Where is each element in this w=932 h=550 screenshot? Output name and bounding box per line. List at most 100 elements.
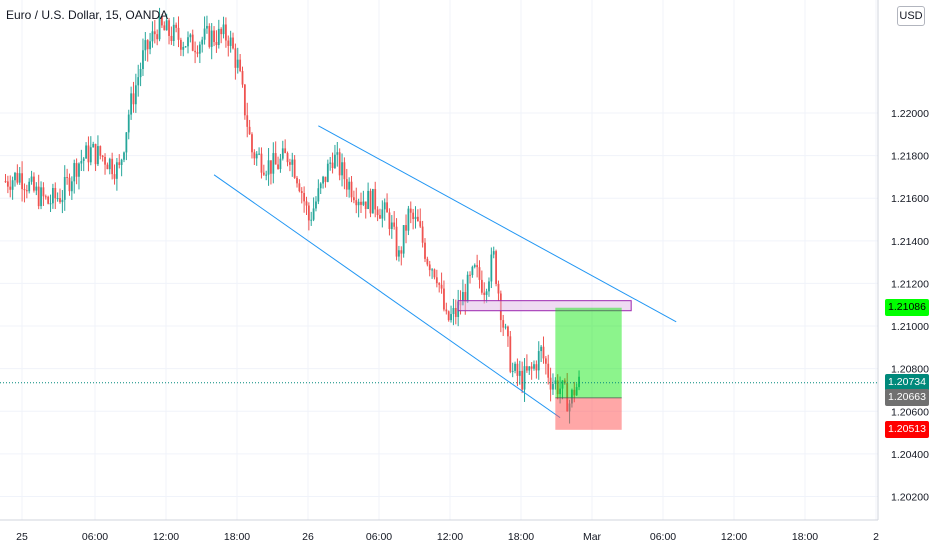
candle-body — [134, 85, 137, 105]
candle-body — [52, 188, 54, 204]
candle-body — [265, 174, 268, 176]
candle-body — [289, 162, 291, 165]
candle-body — [485, 291, 488, 295]
candle-body — [329, 162, 332, 164]
x-tick-label: 25 — [16, 531, 28, 543]
candle-body — [504, 326, 507, 328]
candle-body — [246, 115, 249, 127]
candle-body — [424, 242, 426, 259]
candle-body — [118, 162, 121, 165]
candle-body — [450, 314, 452, 321]
candle-body — [253, 152, 256, 159]
candle-body — [511, 370, 514, 372]
candle-body — [530, 366, 533, 369]
candle-body — [177, 27, 180, 40]
candle-body — [113, 174, 116, 179]
candle-body — [488, 281, 490, 292]
candle-body — [526, 366, 528, 371]
candle-body — [400, 250, 403, 254]
candle-body — [419, 221, 422, 227]
candle-body — [213, 30, 215, 43]
x-tick-label: 2 — [873, 531, 879, 543]
candle-body — [6, 181, 9, 187]
candle-body — [352, 197, 355, 201]
y-tick-label: 1.20400 — [891, 449, 929, 461]
y-tick-label: 1.21800 — [891, 151, 929, 163]
x-tick-label: 06:00 — [650, 531, 676, 543]
candle-body — [405, 225, 407, 231]
candle-body — [371, 189, 374, 214]
candle-body — [300, 191, 303, 193]
stop-price-badge: 1.20513 — [885, 421, 929, 439]
candle-body — [291, 159, 294, 165]
candle-body — [198, 44, 201, 54]
y-tick-label: 1.21000 — [891, 321, 929, 333]
candle-body — [348, 181, 351, 190]
y-tick-label: 1.20200 — [891, 491, 929, 503]
candle-body — [464, 292, 467, 303]
candle-body — [222, 24, 225, 35]
candle-body — [350, 181, 353, 198]
candle-body — [407, 208, 410, 231]
candle-body — [241, 71, 244, 85]
candle-body — [319, 183, 322, 189]
candle-body — [239, 59, 242, 72]
candle-body — [312, 208, 315, 220]
resistance-zone — [457, 300, 632, 312]
candle-body — [255, 153, 258, 159]
candle-body — [146, 40, 149, 50]
candle-body — [229, 37, 232, 46]
candle-body — [243, 84, 246, 116]
y-tick-label: 1.20800 — [891, 364, 929, 376]
candle-body — [248, 126, 251, 135]
candle-body — [478, 267, 481, 280]
candle-body — [68, 177, 71, 192]
candle-body — [514, 363, 516, 371]
candle-body — [215, 42, 218, 46]
candle-body — [4, 181, 7, 183]
candle-body — [303, 192, 306, 202]
candle-body — [47, 196, 50, 204]
candle-body — [137, 77, 140, 86]
candle-body — [566, 383, 569, 412]
x-tick-label: 06:00 — [366, 531, 392, 543]
candle-body — [182, 46, 185, 50]
candle-body — [445, 309, 448, 312]
candle-body — [431, 269, 433, 271]
candle-body — [111, 158, 114, 175]
candle-body — [203, 28, 206, 40]
y-tick-label: 1.21600 — [891, 193, 929, 205]
candle-body — [56, 198, 59, 200]
candle-body — [130, 93, 133, 115]
candle-body — [189, 34, 192, 38]
candle-body — [258, 153, 260, 155]
candle-body — [502, 320, 505, 328]
candle-body — [296, 177, 298, 184]
candle-body — [324, 176, 327, 182]
candle-body — [262, 172, 265, 175]
symbol-title: Euro / U.S. Dollar, 15, OANDA — [6, 8, 169, 22]
candle-body — [338, 152, 341, 176]
candle-body — [85, 145, 87, 159]
candle-body — [21, 173, 23, 190]
candle-body — [82, 158, 85, 161]
candle-body — [11, 180, 14, 190]
candle-body — [89, 147, 92, 163]
candle-body — [270, 160, 272, 174]
currency-button[interactable]: USD — [897, 6, 925, 26]
candle-body — [158, 16, 161, 40]
candle-body — [139, 68, 142, 78]
candle-body — [521, 370, 524, 390]
candle-body — [364, 201, 367, 210]
candle-body — [454, 308, 457, 317]
candle-body — [115, 162, 118, 179]
candle-body — [153, 31, 156, 35]
candle-body — [334, 154, 336, 168]
x-tick-label: 18:00 — [224, 531, 250, 543]
candle-body — [9, 186, 12, 190]
candle-body — [362, 201, 365, 205]
candle-body — [547, 363, 550, 378]
candle-body — [480, 279, 483, 293]
